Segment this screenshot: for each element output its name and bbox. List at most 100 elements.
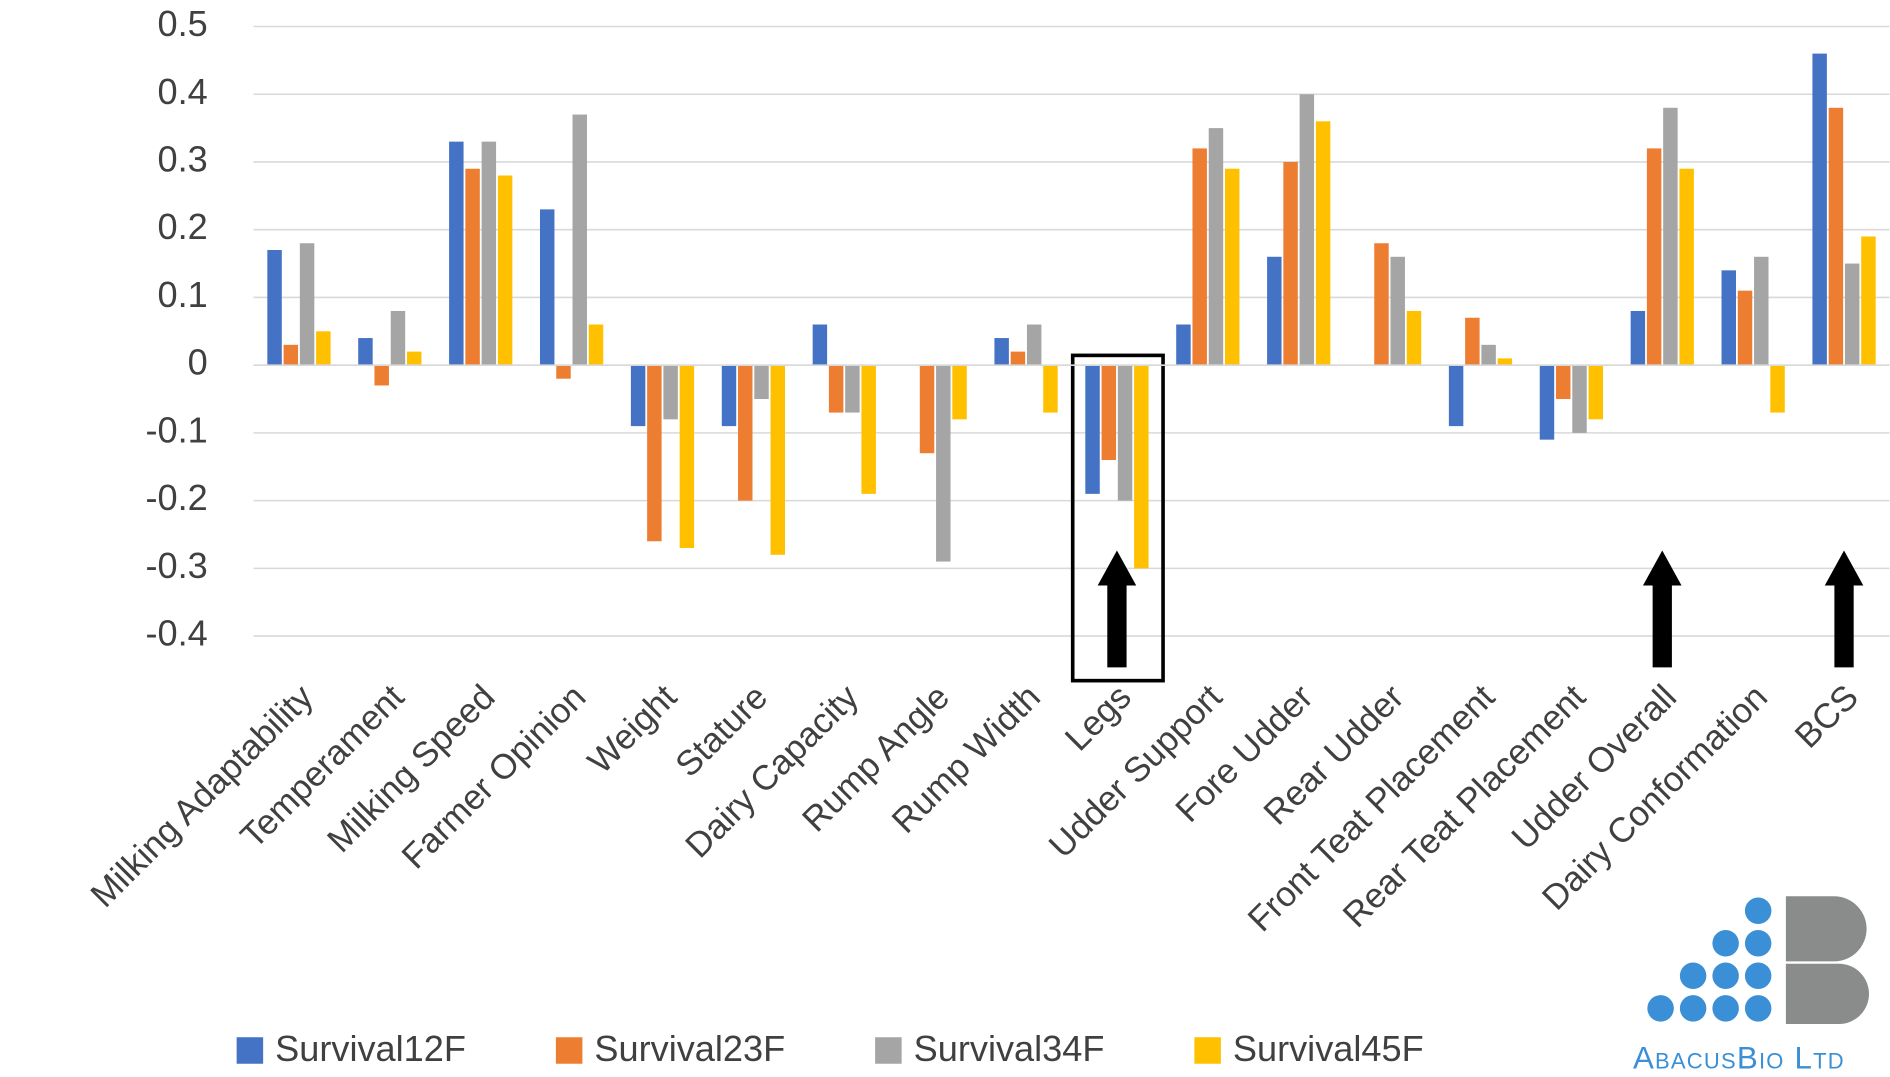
- bar: [738, 365, 753, 501]
- logo-dots: [1647, 897, 1772, 1022]
- bar: [1448, 365, 1464, 427]
- bar: [1770, 365, 1785, 413]
- legend-label: Survival12F: [275, 1028, 466, 1069]
- legend-swatch: [236, 1037, 264, 1064]
- bar: [588, 324, 604, 366]
- bar: [721, 365, 737, 427]
- bar: [283, 344, 299, 366]
- y-tick-label: 0.4: [158, 71, 208, 112]
- bar: [374, 365, 389, 386]
- bar: [407, 351, 422, 366]
- bar: [1267, 256, 1282, 366]
- bar: [1721, 270, 1736, 366]
- logo: AbacusBio Ltd: [1633, 896, 1870, 1075]
- arrow: [1642, 550, 1682, 668]
- bar: [1481, 344, 1496, 366]
- bar: [497, 175, 513, 366]
- legend-swatch: [555, 1037, 583, 1064]
- bar: [1754, 256, 1769, 366]
- bar: [1828, 107, 1844, 366]
- bar: [1572, 365, 1587, 433]
- legend-swatch: [1194, 1037, 1221, 1064]
- bar: [994, 338, 1009, 366]
- bar: [539, 209, 555, 366]
- bar: [1026, 324, 1042, 366]
- bar: [1465, 317, 1480, 366]
- bar: [936, 365, 951, 562]
- bar: [663, 365, 678, 420]
- bar: [1861, 236, 1876, 366]
- y-tick-label: -0.1: [145, 409, 207, 450]
- bar: [1134, 365, 1149, 569]
- legend-label: Survival45F: [1233, 1028, 1424, 1069]
- bar: [358, 338, 373, 366]
- y-tick-label: 0.1: [158, 274, 208, 315]
- highlight-box: [1070, 353, 1165, 683]
- bar: [919, 365, 935, 454]
- bar: [952, 365, 967, 420]
- bar: [1556, 365, 1571, 400]
- y-tick-label: 0: [188, 342, 208, 383]
- bar: [465, 168, 480, 366]
- bar: [1117, 365, 1133, 501]
- y-tick-label: 0.2: [158, 206, 208, 247]
- bar: [770, 365, 786, 555]
- bar: [316, 331, 331, 366]
- x-tick-label: Weight: [580, 677, 684, 781]
- x-tick-label: Legs: [1058, 677, 1139, 758]
- y-tick-label: -0.4: [145, 613, 207, 654]
- bar: [481, 141, 497, 366]
- bar: [267, 250, 282, 366]
- legend-label: Survival23F: [594, 1028, 785, 1069]
- bar: [1679, 168, 1694, 366]
- bar: [1315, 121, 1331, 366]
- legend-label: Survival34F: [914, 1028, 1105, 1069]
- bar: [679, 365, 695, 549]
- y-tick-label: -0.3: [145, 545, 207, 586]
- bar: [1497, 358, 1513, 366]
- y-tick-label: 0.5: [158, 3, 208, 44]
- bar: [1101, 365, 1117, 460]
- bar: [1646, 148, 1662, 366]
- x-tick-label: BCS: [1788, 677, 1866, 755]
- bar: [1630, 310, 1646, 366]
- bar: [1085, 365, 1100, 494]
- bar: [572, 114, 587, 366]
- bar: [1299, 94, 1315, 366]
- bar: [1374, 243, 1389, 366]
- bar: [390, 310, 406, 366]
- bar: [1812, 53, 1827, 366]
- annotations: [1070, 353, 1864, 683]
- bar: [754, 365, 769, 400]
- bar: [1406, 310, 1422, 366]
- arrow: [1824, 550, 1864, 668]
- bar: [1663, 107, 1678, 366]
- y-tick-label: 0.3: [158, 139, 208, 180]
- bar: [1224, 168, 1240, 366]
- bar: [1192, 148, 1207, 366]
- logo-text: AbacusBio Ltd: [1633, 1040, 1845, 1075]
- legend-swatch: [875, 1037, 902, 1064]
- bar: [1283, 161, 1298, 366]
- bar: [556, 365, 571, 379]
- bar: [1539, 365, 1555, 440]
- bar: [1176, 324, 1191, 366]
- bar: [812, 324, 828, 366]
- bar: [1588, 365, 1603, 420]
- bar: [449, 141, 464, 366]
- bar: [1208, 128, 1224, 366]
- bar: [647, 365, 662, 542]
- bar: [861, 365, 876, 494]
- y-tick-label: -0.2: [145, 477, 207, 518]
- bar: [1844, 263, 1860, 366]
- bar: [1010, 351, 1026, 366]
- bar: [845, 365, 860, 413]
- bar: [1737, 290, 1753, 366]
- bar: [1390, 256, 1405, 366]
- bar: [828, 365, 844, 413]
- logo-b: [1785, 896, 1870, 1024]
- bar: [630, 365, 646, 427]
- bar: [299, 243, 315, 366]
- bar: [1043, 365, 1058, 413]
